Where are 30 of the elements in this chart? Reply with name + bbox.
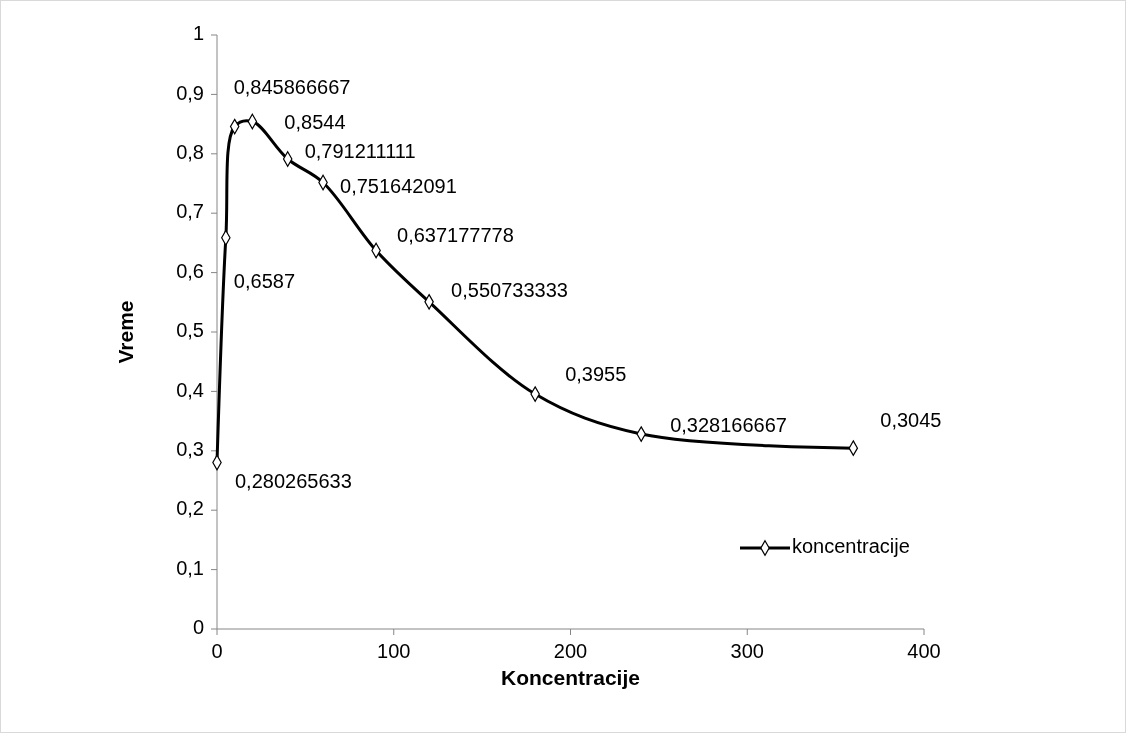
x-tick-label: 300 xyxy=(730,640,764,663)
y-tick-label: 1 xyxy=(192,22,204,45)
x-axis-title: Koncentracije xyxy=(501,665,640,689)
y-tick-label: 0,8 xyxy=(176,141,204,164)
data-label: 0,6587 xyxy=(233,270,296,293)
y-tick-label: 0,7 xyxy=(176,200,204,223)
data-label: 0,280265633 xyxy=(235,469,352,492)
x-tick-label: 100 xyxy=(377,640,411,663)
y-tick-label: 0,6 xyxy=(176,259,204,282)
data-label: 0,845866667 xyxy=(233,75,351,98)
y-tick-label: 0,9 xyxy=(176,81,204,104)
y-tick-label: 0,1 xyxy=(176,556,204,579)
data-label: 0,3955 xyxy=(565,363,627,386)
y-tick-label: 0,4 xyxy=(176,378,204,401)
x-tick-label: 200 xyxy=(553,640,588,663)
y-tick-label: 0,5 xyxy=(176,319,204,342)
x-tick-label: 0 xyxy=(211,640,223,663)
y-tick-label: 0,2 xyxy=(176,497,204,520)
legend-label: koncentracije xyxy=(792,535,910,558)
data-label: 0,3045 xyxy=(880,409,942,432)
data-label: 0,8544 xyxy=(284,110,346,133)
data-label: 0,637177778 xyxy=(397,223,514,246)
x-tick-label: 400 xyxy=(907,640,941,663)
data-label: 0,328166667 xyxy=(670,414,787,437)
data-label: 0,751642091 xyxy=(340,174,457,197)
data-label: 0,550733333 xyxy=(451,279,568,302)
y-tick-label: 0,3 xyxy=(176,438,204,461)
y-tick-label: 0 xyxy=(192,616,204,639)
y-axis-title: Vreme xyxy=(113,300,137,364)
data-label: 0,791211111 xyxy=(304,140,416,163)
